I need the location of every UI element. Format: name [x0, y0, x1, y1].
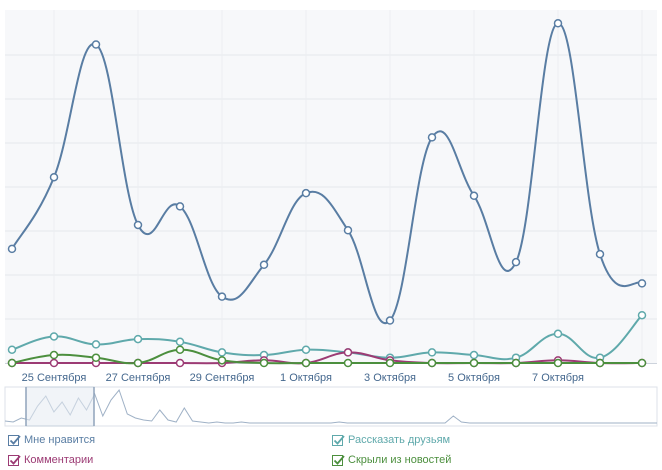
legend-item-comments[interactable]: Комментарии	[8, 452, 93, 468]
x-axis-labels: 25 Сентября 27 Сентября 29 Сентября 1 Октяб…	[22, 372, 584, 384]
data-point-hidden[interactable]	[49, 350, 59, 360]
checkbox-share[interactable]	[332, 434, 345, 446]
data-point-likes[interactable]	[49, 172, 59, 182]
data-point-likes[interactable]	[385, 316, 395, 325]
x-tick-label: 1 Октября	[280, 372, 332, 384]
data-point-comments[interactable]	[49, 358, 59, 368]
data-point-hidden[interactable]	[511, 358, 521, 368]
legend-label-likes: Мне нравится	[24, 434, 96, 446]
data-point-share[interactable]	[217, 348, 227, 357]
series-line-share	[11, 314, 643, 361]
legend-item-hidden[interactable]: Скрыли из новостей	[332, 452, 451, 468]
data-point-hidden[interactable]	[91, 353, 101, 362]
data-point-share[interactable]	[553, 329, 563, 339]
series-line-likes	[11, 22, 643, 325]
data-point-likes[interactable]	[259, 260, 269, 270]
legend-label-share: Рассказать друзьям	[348, 434, 451, 446]
x-tick-label: 3 Октября	[364, 372, 416, 384]
chart-series	[7, 19, 647, 368]
data-point-share[interactable]	[637, 310, 647, 320]
data-point-hidden[interactable]	[259, 358, 269, 368]
navigator-selection[interactable]	[25, 386, 95, 427]
navigator-overview-line	[4, 388, 657, 424]
legend-label-comments: Комментарии	[24, 454, 94, 466]
data-point-hidden[interactable]	[301, 358, 311, 368]
data-point-share[interactable]	[49, 332, 59, 341]
data-point-likes[interactable]	[301, 188, 311, 198]
data-point-likes[interactable]	[553, 19, 563, 28]
x-tick-label: 29 Сентября	[190, 372, 255, 384]
data-point-share[interactable]	[301, 345, 311, 354]
data-point-share[interactable]	[175, 337, 185, 347]
data-point-likes[interactable]	[133, 220, 143, 230]
chart-grid	[5, 10, 657, 364]
data-point-likes[interactable]	[217, 292, 227, 301]
legend-label-hidden: Скрыли из новостей	[348, 454, 452, 466]
data-point-hidden[interactable]	[427, 358, 437, 368]
data-point-comments[interactable]	[175, 358, 185, 368]
legend-item-share[interactable]: Рассказать друзьям	[332, 432, 450, 448]
data-point-hidden[interactable]	[133, 358, 143, 368]
data-point-likes[interactable]	[637, 279, 647, 288]
checkbox-hidden[interactable]	[332, 454, 345, 466]
data-point-share[interactable]	[469, 350, 479, 360]
line-chart: 25 Сентября 27 Сентября 29 Сентября 1 Октяб…	[4, 10, 658, 427]
data-point-hidden[interactable]	[553, 358, 563, 368]
data-point-hidden[interactable]	[217, 356, 227, 365]
navigator-frame	[4, 386, 658, 427]
data-point-likes[interactable]	[343, 226, 353, 235]
data-point-likes[interactable]	[7, 244, 17, 254]
x-tick-label: 5 Октября	[448, 372, 500, 384]
x-tick-label: 7 Октября	[532, 372, 584, 384]
data-point-share[interactable]	[133, 334, 143, 344]
x-tick-label: 27 Сентября	[106, 372, 171, 384]
range-navigator[interactable]	[4, 386, 658, 427]
data-point-hidden[interactable]	[175, 345, 185, 354]
data-point-hidden[interactable]	[637, 358, 647, 368]
data-point-hidden[interactable]	[385, 358, 395, 368]
data-point-share[interactable]	[427, 348, 437, 357]
data-point-share[interactable]	[7, 345, 17, 354]
data-point-likes[interactable]	[469, 191, 479, 201]
series-line-comments	[11, 351, 643, 365]
series-line-hidden	[11, 348, 642, 365]
data-point-likes[interactable]	[175, 202, 185, 211]
x-tick-label: 25 Сентября	[22, 372, 87, 384]
data-point-comments[interactable]	[343, 348, 353, 357]
data-point-share[interactable]	[91, 340, 101, 349]
checkbox-likes[interactable]	[8, 434, 21, 446]
data-point-likes[interactable]	[595, 249, 605, 259]
data-point-likes[interactable]	[427, 133, 437, 142]
data-point-hidden[interactable]	[7, 358, 17, 368]
data-point-hidden[interactable]	[469, 358, 479, 368]
checkbox-comments[interactable]	[8, 454, 21, 466]
data-point-likes[interactable]	[91, 40, 101, 49]
data-point-likes[interactable]	[511, 257, 521, 267]
data-point-hidden[interactable]	[595, 358, 605, 368]
legend-item-likes[interactable]: Мне нравится	[8, 432, 95, 448]
data-point-hidden[interactable]	[343, 358, 353, 368]
